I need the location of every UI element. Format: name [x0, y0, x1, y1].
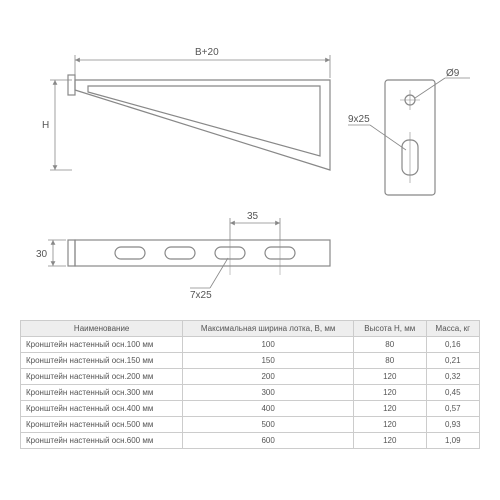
dim-9x25: 9x25 [348, 114, 370, 125]
table-row: Кронштейн настенный осн.500 мм5001200,93 [21, 417, 480, 433]
table-header-row: Наименование Максимальная ширина лотка, … [21, 321, 480, 337]
col-name: Наименование [21, 321, 183, 337]
table-row: Кронштейн настенный осн.300 мм3001200,45 [21, 385, 480, 401]
table-cell: 0,16 [426, 337, 479, 353]
spec-table: Наименование Максимальная ширина лотка, … [20, 320, 480, 449]
table-cell: 400 [183, 401, 354, 417]
table-cell: 120 [353, 401, 426, 417]
table-cell: Кронштейн настенный осн.600 мм [21, 433, 183, 449]
table-cell: 300 [183, 385, 354, 401]
table-cell: 120 [353, 369, 426, 385]
dim-h: H [42, 120, 49, 131]
table-cell: Кронштейн настенный осн.400 мм [21, 401, 183, 417]
table-row: Кронштейн настенный осн.400 мм4001200,57 [21, 401, 480, 417]
table-cell: 120 [353, 417, 426, 433]
table-cell: 1,09 [426, 433, 479, 449]
table-cell: 500 [183, 417, 354, 433]
dim-d9: Ø9 [446, 68, 460, 79]
table-cell: Кронштейн настенный осн.200 мм [21, 369, 183, 385]
col-mass: Масса, кг [426, 321, 479, 337]
table-cell: 80 [353, 353, 426, 369]
table-cell: Кронштейн настенный осн.100 мм [21, 337, 183, 353]
col-width: Максимальная ширина лотка, B, мм [183, 321, 354, 337]
table-cell: Кронштейн настенный осн.150 мм [21, 353, 183, 369]
table-cell: 120 [353, 433, 426, 449]
table-cell: 100 [183, 337, 354, 353]
table-cell: 0,45 [426, 385, 479, 401]
col-height: Высота H, мм [353, 321, 426, 337]
table-cell: 0,57 [426, 401, 479, 417]
table-cell: Кронштейн настенный осн.500 мм [21, 417, 183, 433]
table-row: Кронштейн настенный осн.600 мм6001201,09 [21, 433, 480, 449]
table-cell: Кронштейн настенный осн.300 мм [21, 385, 183, 401]
table-row: Кронштейн настенный осн.100 мм100800,16 [21, 337, 480, 353]
table-cell: 200 [183, 369, 354, 385]
table-row: Кронштейн настенный осн.150 мм150800,21 [21, 353, 480, 369]
table-cell: 80 [353, 337, 426, 353]
technical-drawing: B+20 H Ø9 9x25 [0, 0, 500, 320]
table-cell: 0,32 [426, 369, 479, 385]
table-cell: 0,93 [426, 417, 479, 433]
table-cell: 120 [353, 385, 426, 401]
table-row: Кронштейн настенный осн.200 мм2001200,32 [21, 369, 480, 385]
dim-b20: B+20 [195, 47, 219, 58]
table-cell: 0,21 [426, 353, 479, 369]
table-cell: 600 [183, 433, 354, 449]
dim-30: 30 [36, 249, 48, 260]
dim-35: 35 [247, 211, 259, 222]
dim-7x25: 7x25 [190, 290, 212, 301]
table-cell: 150 [183, 353, 354, 369]
